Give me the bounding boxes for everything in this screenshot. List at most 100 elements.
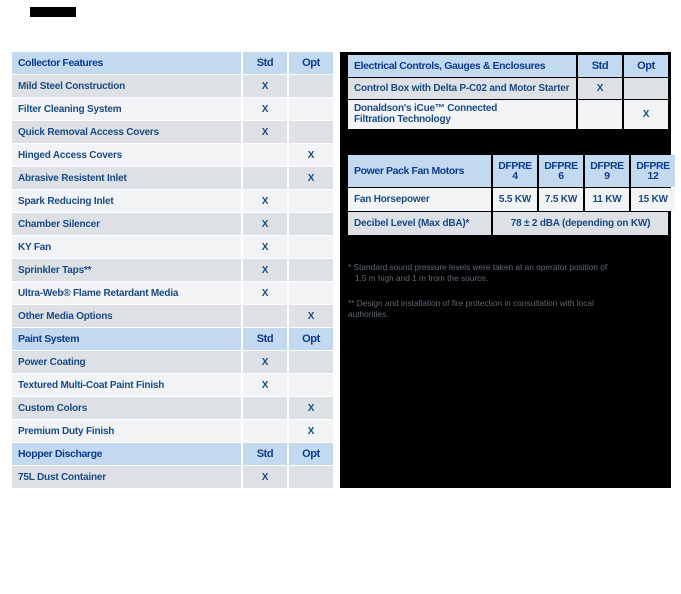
feature-label: Other Media Options bbox=[12, 305, 241, 327]
table-row: Hinged Access Covers X bbox=[12, 144, 333, 166]
table-row: Premium Duty Finish X bbox=[12, 420, 333, 442]
column-header-dfpre-9: DFPRE 9 bbox=[585, 155, 629, 187]
feature-label: Quick Removal Access Covers bbox=[12, 121, 241, 143]
feature-label: Donaldson's iCue™ Connected Filtration T… bbox=[348, 100, 576, 129]
table-row: Other Media Options X bbox=[12, 305, 333, 327]
spec-value: 11 KW bbox=[585, 188, 629, 211]
top-black-bar bbox=[30, 7, 76, 17]
spec-label: Decibel Level (Max dBA)* bbox=[348, 212, 491, 235]
opt-cell bbox=[289, 282, 333, 304]
std-column-header: Std bbox=[243, 443, 287, 465]
model-size: 12 bbox=[647, 170, 659, 182]
column-header-dfpre-6: DFPRE 6 bbox=[539, 155, 583, 187]
std-cell: X bbox=[243, 121, 287, 143]
model-name: DFPRE bbox=[498, 159, 532, 172]
model-size: 9 bbox=[604, 170, 610, 182]
opt-cell bbox=[289, 98, 333, 120]
model-name: DFPRE bbox=[544, 159, 578, 172]
feature-label: Mild Steel Construction bbox=[12, 75, 241, 97]
section-title: Paint System bbox=[12, 328, 241, 350]
table-row: Filter Cleaning System X bbox=[12, 98, 333, 120]
opt-cell: X bbox=[289, 167, 333, 189]
std-cell: X bbox=[243, 351, 287, 373]
feature-label: Textured Multi-Coat Paint Finish bbox=[12, 374, 241, 396]
column-header-dfpre-12: DFPRE 12 bbox=[631, 155, 675, 187]
opt-cell: X bbox=[289, 420, 333, 442]
opt-cell bbox=[289, 236, 333, 258]
model-size: 6 bbox=[558, 170, 564, 182]
section-header-hopper-discharge: Hopper Discharge Std Opt bbox=[12, 443, 333, 465]
opt-cell: X bbox=[289, 144, 333, 166]
std-cell: X bbox=[243, 466, 287, 488]
spec-label: Fan Horsepower bbox=[348, 188, 491, 211]
std-column-header: Std bbox=[578, 55, 622, 77]
opt-cell bbox=[289, 374, 333, 396]
table-row: Power Coating X bbox=[12, 351, 333, 373]
table-row-decibel-level: Decibel Level (Max dBA)* 78 ± 2 dBA (dep… bbox=[348, 212, 668, 235]
opt-cell bbox=[289, 466, 333, 488]
section-title: Collector Features bbox=[12, 52, 241, 74]
table-row: 75L Dust Container X bbox=[12, 466, 333, 488]
collector-features-table: Collector Features Std Opt Mild Steel Co… bbox=[12, 52, 333, 488]
table-row: Donaldson's iCue™ Connected Filtration T… bbox=[348, 100, 668, 129]
table-row: Ultra-Web® Flame Retardant Media X bbox=[12, 282, 333, 304]
std-cell bbox=[578, 100, 622, 129]
feature-label: 75L Dust Container bbox=[12, 466, 241, 488]
table-row: Mild Steel Construction X bbox=[12, 75, 333, 97]
opt-cell bbox=[289, 259, 333, 281]
opt-cell bbox=[624, 78, 668, 99]
std-cell: X bbox=[243, 213, 287, 235]
power-pack-fan-motors-table: Power Pack Fan Motors DFPRE 4 DFPRE 6 DF… bbox=[348, 155, 675, 235]
feature-label: Sprinkler Taps** bbox=[12, 259, 241, 281]
feature-label: Power Coating bbox=[12, 351, 241, 373]
section-header-electrical: Electrical Controls, Gauges & Enclosures… bbox=[348, 55, 668, 77]
std-cell bbox=[243, 167, 287, 189]
section-title: Power Pack Fan Motors bbox=[348, 155, 491, 187]
section-title: Electrical Controls, Gauges & Enclosures bbox=[348, 55, 576, 77]
opt-column-header: Opt bbox=[289, 52, 333, 74]
feature-label: Custom Colors bbox=[12, 397, 241, 419]
table-row: KY Fan X bbox=[12, 236, 333, 258]
right-black-panel: Electrical Controls, Gauges & Enclosures… bbox=[340, 52, 675, 488]
std-cell: X bbox=[243, 282, 287, 304]
std-cell: X bbox=[243, 190, 287, 212]
spec-value-spanning: 78 ± 2 dBA (depending on KW) bbox=[493, 212, 668, 235]
feature-label: Control Box with Delta P-C02 and Motor S… bbox=[348, 78, 576, 99]
feature-label: Spark Reducing Inlet bbox=[12, 190, 241, 212]
std-cell: X bbox=[243, 236, 287, 258]
opt-cell bbox=[289, 121, 333, 143]
std-cell: X bbox=[243, 75, 287, 97]
table-row-fan-horsepower: Fan Horsepower 5.5 KW 7.5 KW 11 KW 15 KW bbox=[348, 188, 675, 211]
footnote-fire-protection: ** Design and installation of fire prote… bbox=[348, 298, 594, 319]
opt-cell bbox=[289, 351, 333, 373]
table-row: Custom Colors X bbox=[12, 397, 333, 419]
feature-label: Hinged Access Covers bbox=[12, 144, 241, 166]
opt-cell bbox=[289, 213, 333, 235]
opt-column-header: Opt bbox=[624, 55, 668, 77]
std-cell: X bbox=[578, 78, 622, 99]
std-cell bbox=[243, 397, 287, 419]
std-cell bbox=[243, 144, 287, 166]
spec-value: 5.5 KW bbox=[493, 188, 537, 211]
feature-label: Premium Duty Finish bbox=[12, 420, 241, 442]
table-row: Textured Multi-Coat Paint Finish X bbox=[12, 374, 333, 396]
opt-column-header: Opt bbox=[289, 328, 333, 350]
table-row: Chamber Silencer X bbox=[12, 213, 333, 235]
feature-label: Ultra-Web® Flame Retardant Media bbox=[12, 282, 241, 304]
section-header-collector-features: Collector Features Std Opt bbox=[12, 52, 333, 74]
std-cell bbox=[243, 305, 287, 327]
opt-cell bbox=[289, 190, 333, 212]
opt-cell: X bbox=[624, 100, 668, 129]
feature-label: KY Fan bbox=[12, 236, 241, 258]
table-row: Quick Removal Access Covers X bbox=[12, 121, 333, 143]
model-size: 4 bbox=[512, 170, 518, 182]
table-row: Control Box with Delta P-C02 and Motor S… bbox=[348, 78, 668, 99]
model-name: DFPRE bbox=[636, 159, 670, 172]
column-header-dfpre-4: DFPRE 4 bbox=[493, 155, 537, 187]
feature-label: Chamber Silencer bbox=[12, 213, 241, 235]
feature-label: Abrasive Resistent Inlet bbox=[12, 167, 241, 189]
std-column-header: Std bbox=[243, 52, 287, 74]
std-cell: X bbox=[243, 374, 287, 396]
section-title: Hopper Discharge bbox=[12, 443, 241, 465]
spec-value: 15 KW bbox=[631, 188, 675, 211]
